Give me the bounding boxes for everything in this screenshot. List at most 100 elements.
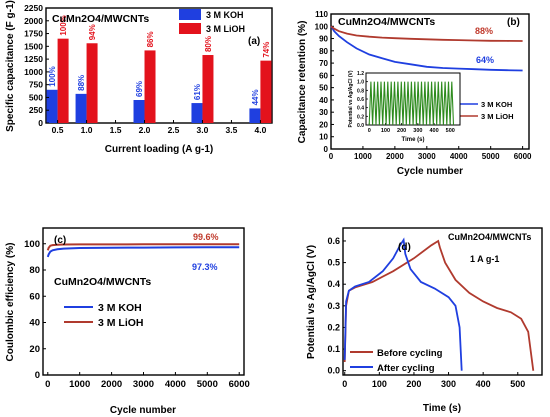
y-tick-label: 0.6 xyxy=(327,236,340,246)
series-line-koh xyxy=(46,246,240,258)
x-tick-label: 500 xyxy=(510,379,525,389)
x-tick-label: 4000 xyxy=(450,152,468,161)
panel-b-annotation-koh: 64% xyxy=(476,55,494,65)
panel-b: 0 1000 2000 3000 4000 5000 6000010203040506070… xyxy=(297,10,532,177)
x-tick-label: 5000 xyxy=(197,379,218,390)
panel-c-label: (c) xyxy=(54,235,66,246)
inset-x-tick-label: 0 xyxy=(368,128,371,134)
inset-x-tick-label: 300 xyxy=(413,128,422,134)
x-tick-label: 0.5 xyxy=(52,125,64,135)
y-tick-label: 30 xyxy=(319,108,328,117)
x-tick-label: 1.0 xyxy=(81,125,93,135)
y-tick-label: 2000 xyxy=(24,16,43,26)
y-tick-label: 20 xyxy=(319,120,328,129)
bar-percent-label: 88% xyxy=(77,75,86,91)
x-tick-label: 2.5 xyxy=(168,125,180,135)
panel-d-axis: 0 100 200 300 400 500 0.0 0.1 0.2 0.3 0.4 0.5 0.6 xyxy=(327,236,525,389)
legend-label-lioh: 3 M LiOH xyxy=(98,317,144,329)
y-tick-label: 0.5 xyxy=(327,258,340,268)
bar-percent-label: 44% xyxy=(251,89,260,105)
panel-a-xlabel: Current loading (A g-1) xyxy=(105,144,214,155)
bar-percent-label: 94% xyxy=(88,24,97,40)
y-tick-label: 500 xyxy=(29,92,43,102)
y-tick-label: 20 xyxy=(29,344,40,355)
inset-y-tick-label: 0.4 xyxy=(357,106,364,112)
panel-b-plot-frame xyxy=(330,13,530,150)
series-line-koh xyxy=(330,25,523,72)
panel-b-inset: 0 100 200 300 400 500 0.0 0.2 0.4 0.6 0.8 1.0 1.2 Ti… xyxy=(348,70,461,143)
series-line-lioh xyxy=(330,25,523,42)
y-tick-label: 40 xyxy=(29,318,40,329)
y-tick-label: 100 xyxy=(24,239,40,250)
bar-koh xyxy=(191,103,203,123)
x-tick-label: 1000 xyxy=(354,152,372,161)
bar-lioh xyxy=(144,50,156,123)
series-line-lioh xyxy=(46,243,240,251)
legend-label-koh: 3 M KOH xyxy=(481,100,512,109)
y-tick-label: 10 xyxy=(319,133,328,142)
panel-a-plot-frame xyxy=(45,7,273,124)
x-tick-label: 3.0 xyxy=(197,125,209,135)
y-tick-label: 100 xyxy=(315,22,329,31)
x-tick-label: 6000 xyxy=(514,152,532,161)
panel-a-label: (a) xyxy=(248,36,260,47)
inset-x-tick-label: 200 xyxy=(397,128,406,134)
inset-x-tick-label: 400 xyxy=(429,128,438,134)
y-tick-label: 0 xyxy=(38,118,43,128)
x-tick-label: 2000 xyxy=(386,152,404,161)
x-tick-label: 5000 xyxy=(482,152,500,161)
bar-percent-label: 100% xyxy=(48,66,57,86)
panel-b-annotation-lioh: 88% xyxy=(475,26,493,36)
panel-c-plot-frame xyxy=(42,227,245,376)
y-tick-label: 110 xyxy=(315,10,328,19)
inset-xlabel: Time (s) xyxy=(402,137,425,143)
y-tick-label: 50 xyxy=(319,84,328,93)
panel-b-label: (b) xyxy=(507,17,520,28)
legend-label-lioh: 3 M LiOH xyxy=(481,112,514,121)
y-tick-label: 80 xyxy=(319,47,328,56)
y-tick-label: 60 xyxy=(29,291,40,302)
panel-a-bars: 100% 100% 88% 94% 69% 86% 61% 80% 44% 74% xyxy=(46,15,272,124)
y-tick-label: 250 xyxy=(29,105,43,115)
panel-d-lines xyxy=(343,237,535,371)
x-tick-label: 1.5 xyxy=(110,125,122,135)
x-tick-label: 3.5 xyxy=(226,125,238,135)
inset-ylabel: Potential vs Ag/AgCl (V) xyxy=(348,70,354,127)
panel-c-xlabel: Cycle number xyxy=(110,405,176,416)
panel-d-xlabel: Time (s) xyxy=(423,403,461,414)
panel-c: 0 1000 2000 3000 4000 5000 6000 0 20 40 60 80 100 (c… xyxy=(5,227,250,416)
panel-d-label: (d) xyxy=(398,242,411,253)
panel-c-axis: 0 1000 2000 3000 4000 5000 6000 0 20 40 60 80 100 xyxy=(24,239,250,390)
y-tick-label: 70 xyxy=(319,59,328,68)
panel-d-plot-frame xyxy=(342,227,543,376)
bar-koh xyxy=(133,100,145,123)
inset-charge-discharge-curve xyxy=(368,81,455,126)
y-tick-label: 90 xyxy=(319,35,328,44)
panel-a-axis: 0.5 1.0 1.5 2.0 2.5 3.0 3.5 4.0 0 250 500 750 1000 12… xyxy=(24,3,267,135)
panel-b-axis: 0 1000 2000 3000 4000 5000 6000010203040506070… xyxy=(315,10,532,161)
y-tick-label: 2250 xyxy=(24,3,43,13)
inset-y-tick-label: 0.8 xyxy=(357,88,364,94)
legend-label-before: Before cycling xyxy=(377,348,443,359)
panel-c-ylabel: Coulombic efficiency (%) xyxy=(5,243,16,362)
y-tick-label: 1250 xyxy=(24,54,43,64)
inset-y-tick-label: 1.2 xyxy=(357,71,364,77)
panel-d-subtitle: 1 A g-1 xyxy=(470,254,499,264)
x-tick-label: 0 xyxy=(329,152,334,161)
panel-a-title: CuMn2O4/MWCNTs xyxy=(52,13,149,25)
x-tick-label: 1000 xyxy=(69,379,90,390)
panel-b-legend: 3 M KOH 3 M LiOH xyxy=(460,100,514,121)
panel-d-ylabel: Potential vs Ag/AgCl (V) xyxy=(306,245,317,359)
bar-lioh xyxy=(260,60,272,123)
inset-x-tick-label: 100 xyxy=(381,128,390,134)
bar-lioh xyxy=(202,55,214,124)
legend-swatch-koh xyxy=(179,9,201,20)
panel-d: 0 100 200 300 400 500 0.0 0.1 0.2 0.3 0.4 0.5 0.6 Cu… xyxy=(306,227,543,414)
legend-label-koh: 3 M KOH xyxy=(98,302,142,314)
x-tick-label: 200 xyxy=(406,379,421,389)
x-tick-label: 2000 xyxy=(101,379,122,390)
x-tick-label: 300 xyxy=(441,379,456,389)
panel-a: 100%100%88%94%69%86%61%80%44%74% 0.5 1.0 1… xyxy=(5,0,273,155)
x-tick-label: 4.0 xyxy=(254,125,266,135)
bar-koh xyxy=(46,89,58,123)
